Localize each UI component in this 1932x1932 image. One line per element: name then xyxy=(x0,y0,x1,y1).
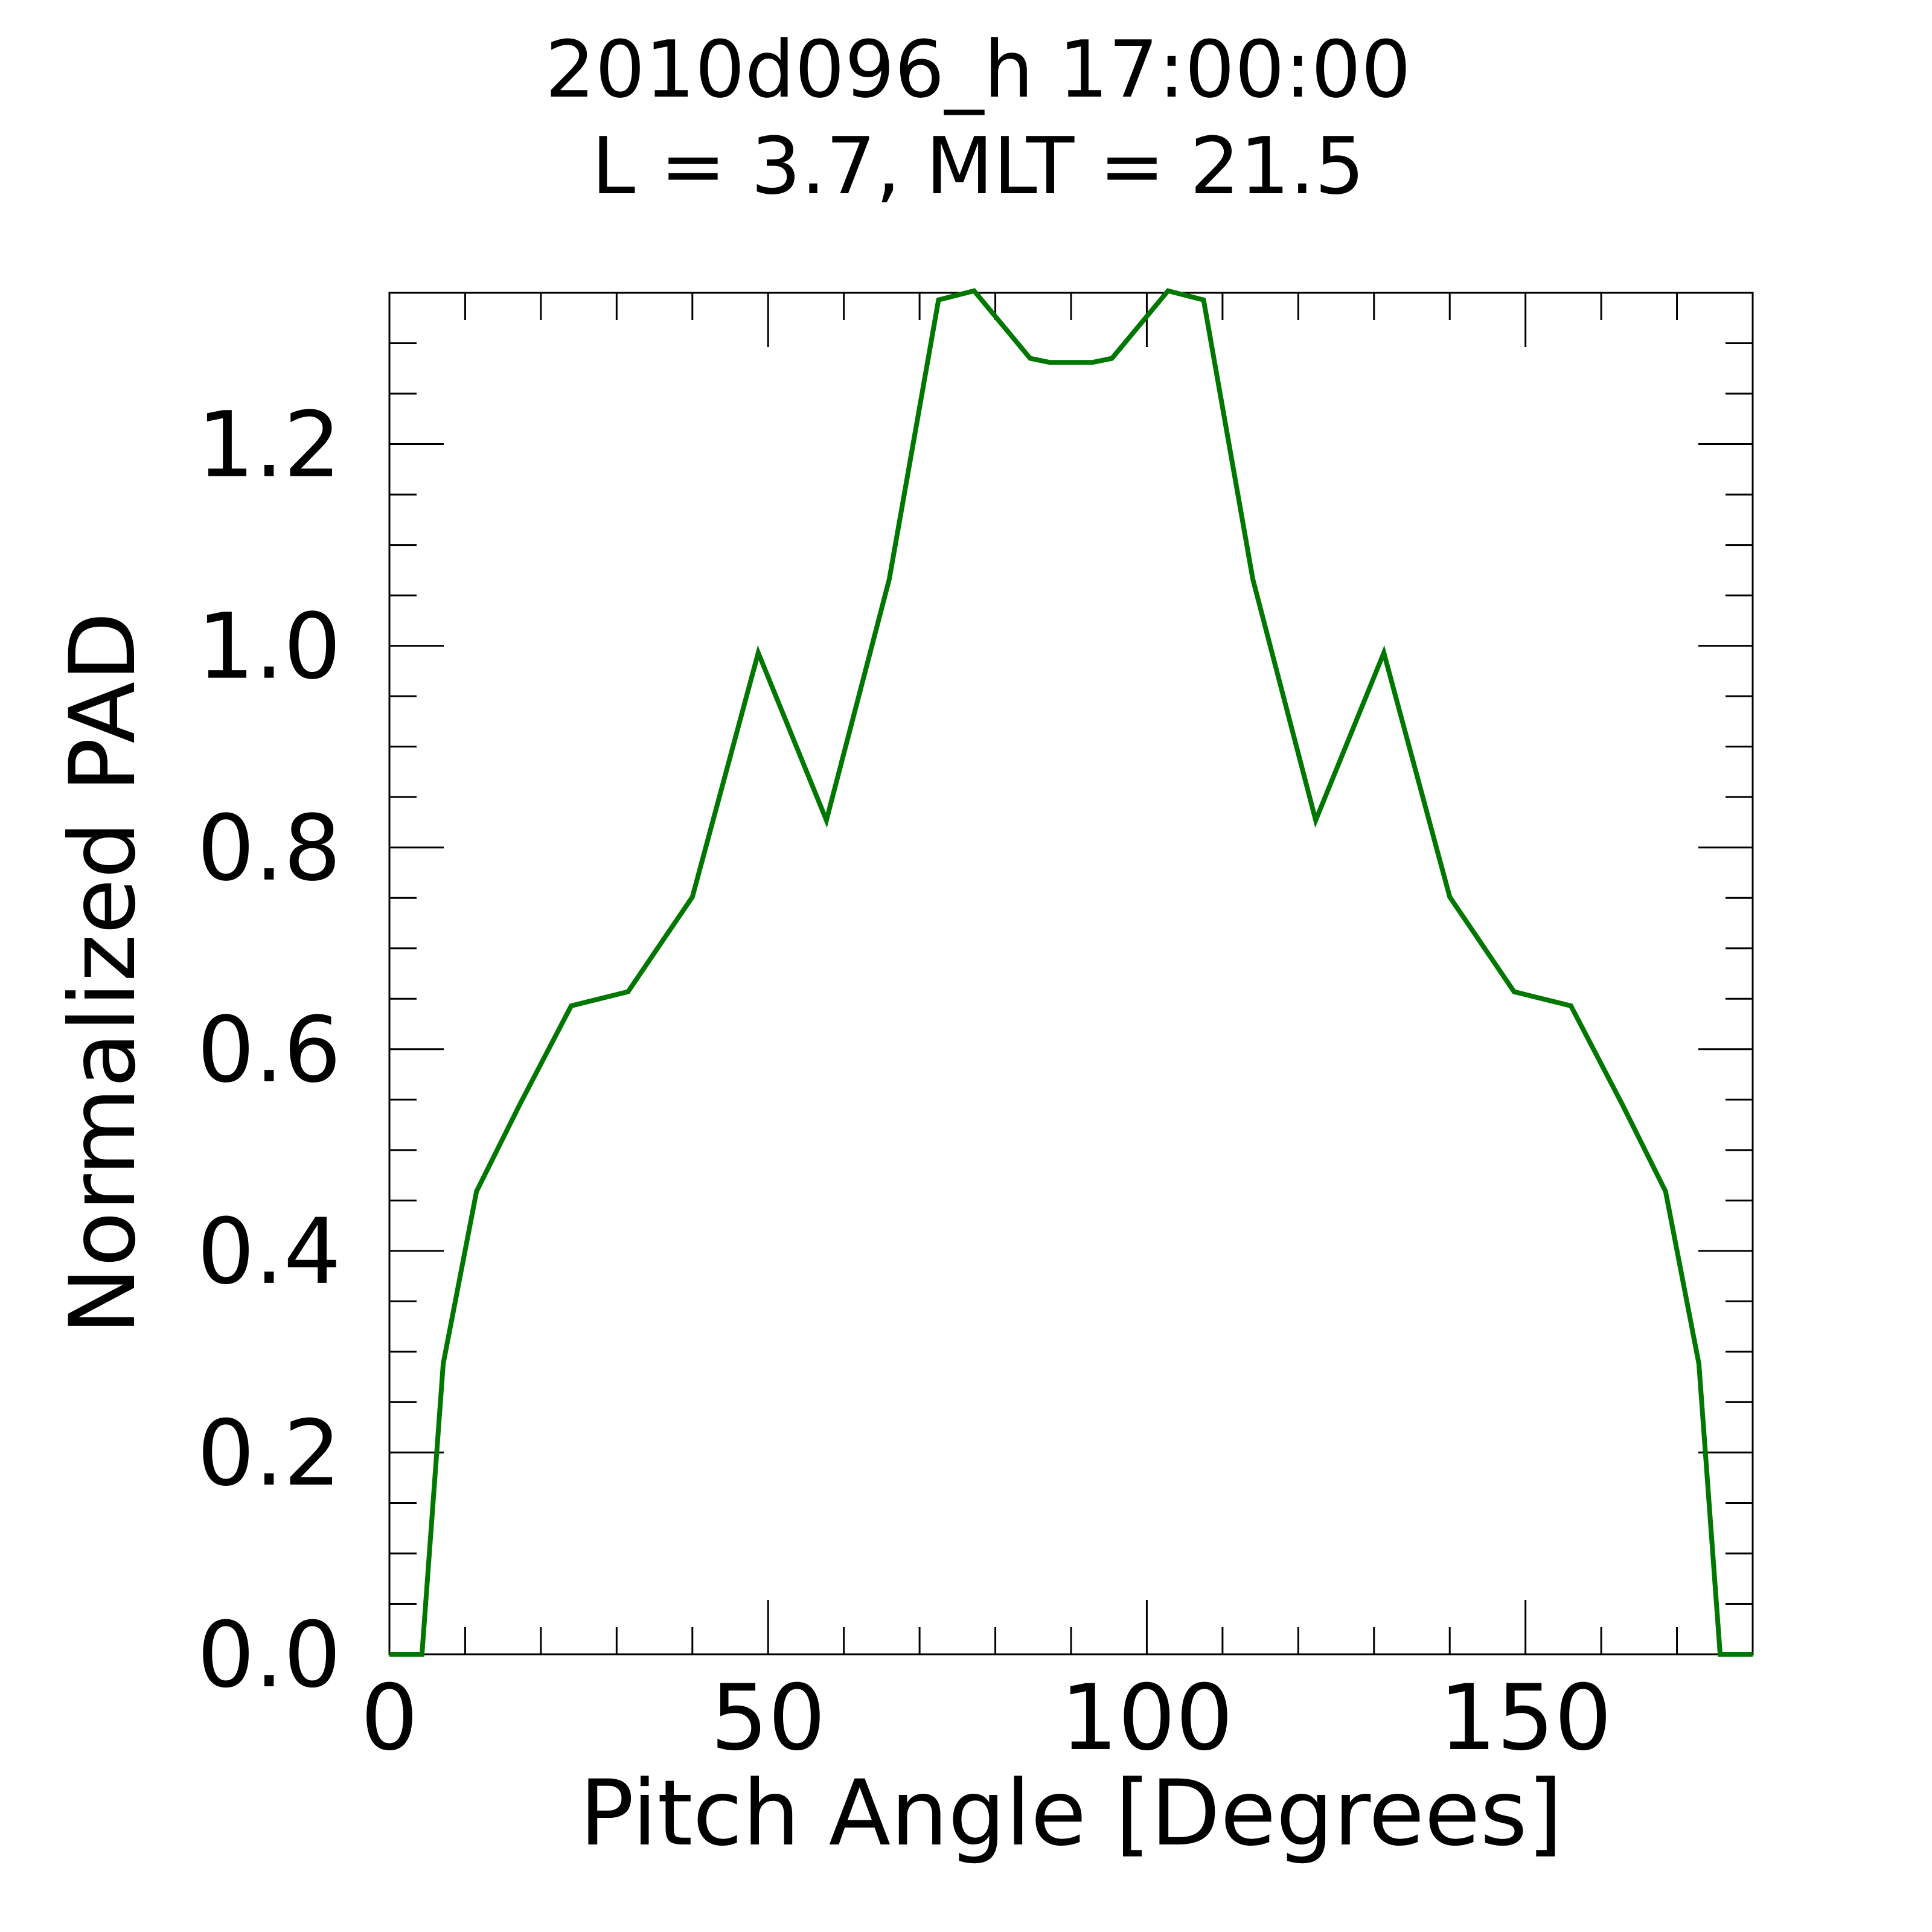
x-tick-label: 100 xyxy=(1060,1666,1233,1771)
y-tick-label: 1.0 xyxy=(197,595,341,700)
y-ticks xyxy=(389,292,1753,1655)
x-axis-label: Pitch Angle [Degrees] xyxy=(580,1761,1563,1866)
y-tick-label: 0.8 xyxy=(197,796,341,901)
y-tick-label: 0.6 xyxy=(197,998,341,1103)
series-line xyxy=(389,288,1753,1657)
y-tick-label: 0.0 xyxy=(197,1603,341,1708)
x-tick-label: 0 xyxy=(360,1666,418,1771)
y-tick-label: 0.2 xyxy=(197,1401,341,1506)
y-tick-label: 0.4 xyxy=(197,1200,341,1305)
y-tick-label: 1.2 xyxy=(197,393,341,498)
x-tick-label: 150 xyxy=(1439,1666,1612,1771)
chart-title-line2: L = 3.7, MLT = 21.5 xyxy=(592,120,1365,212)
y-tick-labels: 0.0 0.2 0.4 0.6 0.8 1.0 1.2 xyxy=(197,393,341,1708)
x-tick-label: 50 xyxy=(711,1666,826,1771)
plot-frame xyxy=(388,292,1754,1655)
series-layer xyxy=(389,288,1753,1657)
y-axis-label: Normalized PAD xyxy=(51,612,156,1334)
x-ticks xyxy=(388,293,1754,1654)
chart-title-line1: 2010d096_h 17:00:00 xyxy=(545,24,1411,115)
x-tick-labels: 0 50 100 150 xyxy=(360,1666,1612,1771)
